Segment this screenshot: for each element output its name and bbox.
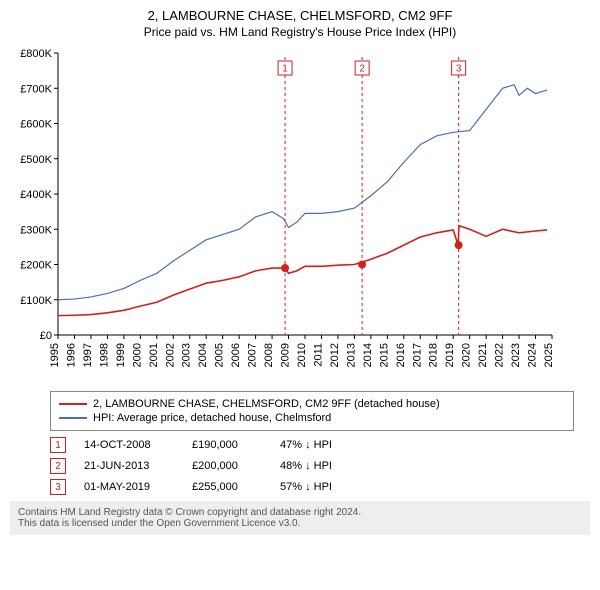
svg-text:2012: 2012	[329, 343, 341, 367]
svg-text:£300K: £300K	[20, 224, 52, 236]
svg-text:2022: 2022	[494, 343, 506, 367]
svg-text:2004: 2004	[197, 343, 209, 367]
event-row: 3 01-MAY-2019 £255,000 57% ↓ HPI	[50, 479, 574, 495]
svg-text:£800K: £800K	[20, 48, 52, 60]
svg-text:1998: 1998	[98, 343, 110, 367]
svg-text:£500K: £500K	[20, 154, 52, 166]
footer-attribution: Contains HM Land Registry data © Crown c…	[10, 501, 590, 535]
svg-text:2024: 2024	[527, 343, 539, 367]
svg-text:2013: 2013	[345, 343, 357, 367]
event-price: £190,000	[192, 439, 262, 451]
legend-swatch	[59, 403, 87, 405]
legend-item: HPI: Average price, detached house, Chel…	[59, 412, 565, 424]
svg-text:2023: 2023	[510, 343, 522, 367]
svg-text:2015: 2015	[378, 343, 390, 367]
svg-text:2005: 2005	[214, 343, 226, 367]
svg-text:3: 3	[456, 64, 462, 75]
svg-text:2009: 2009	[280, 343, 292, 367]
event-row: 1 14-OCT-2008 £190,000 47% ↓ HPI	[50, 437, 574, 453]
footer-line-2: This data is licensed under the Open Gov…	[18, 518, 582, 529]
svg-text:2021: 2021	[477, 343, 489, 367]
svg-text:£200K: £200K	[20, 260, 52, 272]
chart-area: £0 £100K £200K £300K £400K £500K £600K £700K £80…	[6, 45, 594, 385]
svg-text:2025: 2025	[543, 343, 555, 367]
event-hpi: 47% ↓ HPI	[280, 439, 332, 451]
svg-text:2001: 2001	[148, 343, 160, 367]
svg-text:1995: 1995	[49, 343, 61, 367]
legend-item: 2, LAMBOURNE CHASE, CHELMSFORD, CM2 9FF …	[59, 398, 565, 410]
chart-title: 2, LAMBOURNE CHASE, CHELMSFORD, CM2 9FF	[6, 8, 594, 23]
legend-swatch	[59, 417, 87, 419]
svg-text:2003: 2003	[181, 343, 193, 367]
event-row: 2 21-JUN-2013 £200,000 48% ↓ HPI	[50, 458, 574, 474]
svg-text:2018: 2018	[428, 343, 440, 367]
svg-text:2011: 2011	[312, 343, 324, 367]
svg-text:£600K: £600K	[20, 119, 52, 131]
svg-text:1997: 1997	[82, 343, 94, 367]
svg-text:£100K: £100K	[20, 295, 52, 307]
event-price: £200,000	[192, 460, 262, 472]
event-date: 01-MAY-2019	[84, 481, 174, 493]
event-date: 14-OCT-2008	[84, 439, 174, 451]
event-hpi: 57% ↓ HPI	[280, 481, 332, 493]
svg-text:2010: 2010	[296, 343, 308, 367]
svg-text:2: 2	[359, 64, 365, 75]
event-marker-box: 3	[50, 479, 66, 495]
svg-text:2007: 2007	[247, 343, 259, 367]
svg-text:2016: 2016	[395, 343, 407, 367]
svg-text:2020: 2020	[461, 343, 473, 367]
svg-text:2017: 2017	[411, 343, 423, 367]
svg-text:2014: 2014	[362, 343, 374, 367]
events-table: 1 14-OCT-2008 £190,000 47% ↓ HPI 2 21-JUN-201…	[50, 437, 574, 495]
svg-text:2006: 2006	[230, 343, 242, 367]
footer-line-1: Contains HM Land Registry data © Crown c…	[18, 507, 582, 518]
svg-text:1996: 1996	[65, 343, 77, 367]
svg-text:£700K: £700K	[20, 83, 52, 95]
event-price: £255,000	[192, 481, 262, 493]
event-hpi: 48% ↓ HPI	[280, 460, 332, 472]
legend: 2, LAMBOURNE CHASE, CHELMSFORD, CM2 9FF …	[50, 391, 574, 431]
svg-text:1999: 1999	[115, 343, 127, 367]
svg-text:1: 1	[282, 64, 288, 75]
event-marker-box: 1	[50, 437, 66, 453]
event-marker-box: 2	[50, 458, 66, 474]
chart-subtitle: Price paid vs. HM Land Registry's House …	[6, 25, 594, 39]
price-chart: £0 £100K £200K £300K £400K £500K £600K £700K £80…	[6, 45, 566, 385]
svg-text:2008: 2008	[263, 343, 275, 367]
legend-label: HPI: Average price, detached house, Chel…	[93, 412, 331, 424]
svg-text:£400K: £400K	[20, 189, 52, 201]
svg-text:2019: 2019	[444, 343, 456, 367]
svg-text:£0: £0	[40, 330, 52, 342]
legend-label: 2, LAMBOURNE CHASE, CHELMSFORD, CM2 9FF …	[93, 398, 440, 410]
svg-text:2002: 2002	[164, 343, 176, 367]
svg-text:2000: 2000	[131, 343, 143, 367]
event-date: 21-JUN-2013	[84, 460, 174, 472]
series-price-paid	[58, 226, 547, 316]
